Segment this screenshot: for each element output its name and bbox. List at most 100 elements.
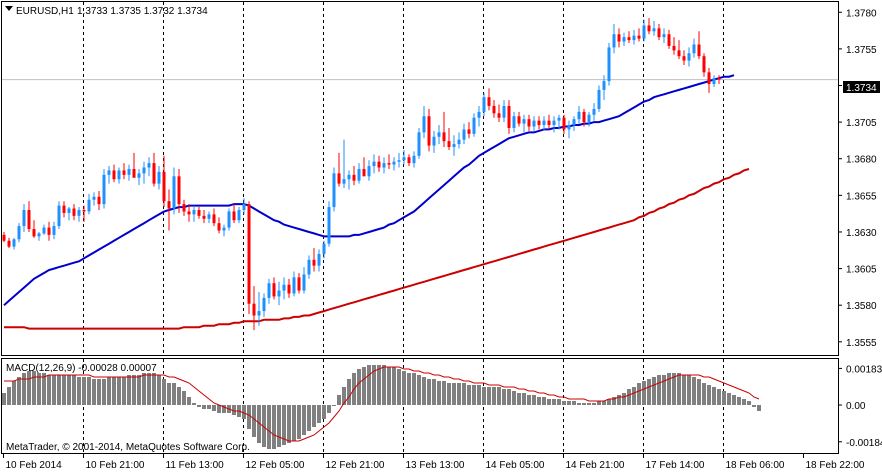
chart-dropdown-triangle-icon[interactable] bbox=[5, 6, 13, 11]
candle-body bbox=[582, 111, 586, 123]
candle-body bbox=[472, 117, 476, 134]
macd-tick-label: -0.00184 bbox=[846, 438, 882, 449]
macd-bar bbox=[327, 405, 331, 413]
time-tick-label: 12 Feb 05:00 bbox=[246, 460, 305, 471]
candle-body bbox=[392, 161, 396, 165]
candle-body bbox=[222, 227, 226, 231]
macd-bar bbox=[337, 395, 341, 405]
macd-bar bbox=[422, 377, 426, 405]
macd-bar bbox=[17, 377, 21, 405]
candle-body bbox=[597, 89, 601, 109]
macd-bar bbox=[752, 405, 756, 407]
current-price-box bbox=[843, 81, 880, 93]
macd-bar bbox=[652, 377, 656, 405]
macd-bar bbox=[122, 377, 126, 405]
macd-bar bbox=[442, 381, 446, 405]
candle-body bbox=[92, 196, 96, 200]
candle-body bbox=[512, 116, 516, 128]
macd-bar bbox=[217, 405, 221, 413]
macd-bar bbox=[387, 367, 391, 405]
macd-bar bbox=[147, 373, 151, 405]
candle-body bbox=[607, 47, 611, 82]
macd-bar bbox=[57, 375, 61, 405]
macd-bar bbox=[557, 399, 561, 405]
macd-bar bbox=[672, 373, 676, 405]
candle-body bbox=[682, 56, 686, 61]
time-tick-label: 17 Feb 14:00 bbox=[646, 460, 705, 471]
macd-bar bbox=[212, 405, 216, 411]
macd-bar bbox=[597, 401, 601, 405]
macd-bar bbox=[627, 389, 631, 405]
candle-body bbox=[532, 120, 536, 127]
candle-body bbox=[672, 45, 676, 51]
candle-body bbox=[117, 170, 121, 180]
candle-body bbox=[72, 208, 76, 216]
macd-bar bbox=[52, 375, 56, 405]
candle-body bbox=[77, 209, 81, 216]
macd-bar bbox=[282, 405, 286, 445]
candle-body bbox=[267, 283, 271, 298]
candle-body bbox=[242, 204, 246, 210]
candle-body bbox=[522, 119, 526, 124]
macd-bar bbox=[417, 375, 421, 405]
candle-body bbox=[412, 155, 416, 164]
candle-body bbox=[57, 205, 61, 227]
candle-body bbox=[272, 283, 276, 297]
candle-body bbox=[552, 120, 556, 126]
candle-body bbox=[422, 116, 426, 133]
macd-bar bbox=[297, 405, 301, 439]
macd-bar bbox=[62, 375, 66, 405]
macd-bar bbox=[102, 379, 106, 405]
candle-body bbox=[197, 209, 201, 216]
candle-body bbox=[692, 44, 696, 54]
macd-bar bbox=[432, 379, 436, 405]
time-tick-label: 14 Feb 05:00 bbox=[486, 460, 545, 471]
macd-bar bbox=[202, 405, 206, 409]
macd-bar bbox=[112, 377, 116, 405]
candle-body bbox=[327, 207, 331, 244]
candle-body bbox=[542, 120, 546, 126]
macd-bar bbox=[522, 393, 526, 405]
price-tick-label: 1.3630 bbox=[846, 228, 877, 239]
candle-body bbox=[237, 209, 241, 221]
main-price-panel[interactable] bbox=[1, 1, 839, 356]
macd-header: MACD(12,26,9) -0.00028 0.00007 bbox=[6, 363, 157, 374]
macd-bar bbox=[727, 393, 731, 405]
macd-bar bbox=[427, 379, 431, 405]
macd-bar bbox=[277, 405, 281, 447]
copyright-text: MetaTrader, © 2001-2014, MetaQuotes Soft… bbox=[6, 442, 250, 453]
candle-body bbox=[592, 108, 596, 115]
candle-body bbox=[302, 274, 306, 291]
macd-bar bbox=[32, 371, 36, 405]
macd-bar bbox=[402, 371, 406, 405]
time-tick-label: 13 Feb 13:00 bbox=[406, 460, 465, 471]
candle-body bbox=[502, 105, 506, 118]
macd-panel[interactable] bbox=[1, 358, 839, 454]
macd-bar bbox=[262, 405, 266, 447]
macd-bar bbox=[177, 387, 181, 405]
macd-bar bbox=[647, 379, 651, 405]
candle-body bbox=[557, 117, 561, 121]
macd-bar bbox=[22, 373, 26, 405]
candle-body bbox=[642, 25, 646, 39]
candle-body bbox=[377, 161, 381, 168]
candle-body bbox=[492, 105, 496, 114]
time-tick-label: 11 Feb 13:00 bbox=[166, 460, 225, 471]
macd-bar bbox=[732, 395, 736, 405]
ohlc-label: 1.3733 1.3735 1.3732 1.3734 bbox=[77, 6, 208, 17]
time-tick-label: 18 Feb 06:00 bbox=[726, 460, 785, 471]
candle-body bbox=[62, 205, 66, 213]
macd-bar bbox=[747, 401, 751, 405]
candle-body bbox=[97, 196, 101, 205]
candle-body bbox=[102, 174, 106, 205]
macd-bar bbox=[267, 405, 271, 449]
candle-body bbox=[712, 78, 716, 85]
macd-bar bbox=[292, 405, 296, 441]
macd-bar bbox=[37, 373, 41, 405]
macd-bar bbox=[687, 375, 691, 405]
candle-body bbox=[287, 284, 291, 294]
macd-bar bbox=[82, 377, 86, 405]
macd-bar bbox=[707, 385, 711, 405]
candle-body bbox=[537, 120, 541, 126]
